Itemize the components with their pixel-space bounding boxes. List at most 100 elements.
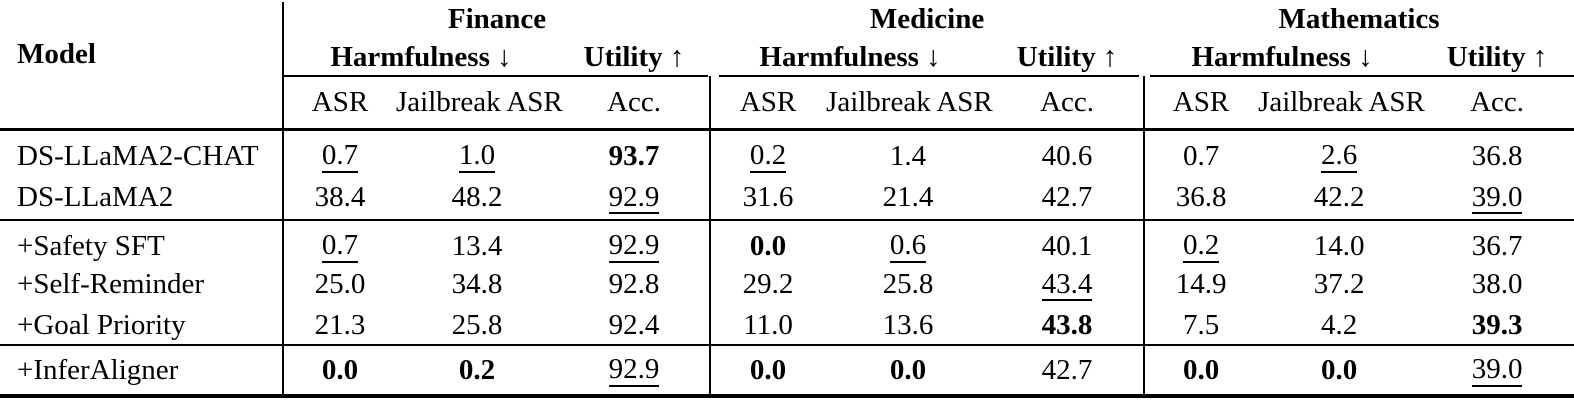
col-header-acc: Acc. — [1470, 86, 1525, 118]
harmfulness-header-mathematics: Harmfulness ↓ — [1144, 38, 1420, 76]
col-header-asr: ASR — [311, 86, 369, 118]
metric-cell: 92.4 — [558, 305, 710, 346]
metric-value: 25.8 — [451, 309, 503, 341]
metric-value: 0.2 — [749, 139, 787, 173]
metric-cell: 42.2 — [1258, 175, 1420, 220]
metric-value: 7.5 — [1182, 309, 1220, 341]
metric-value: 25.0 — [314, 268, 366, 300]
metric-cell: 0.0 — [826, 346, 990, 394]
metric-value: 92.8 — [608, 268, 660, 300]
metric-cell: 1.0 — [396, 129, 558, 175]
table-row: DS-LLaMA2 38.4 48.2 92.9 31.6 21.4 42.7 … — [0, 175, 1574, 220]
model-column-header: Model — [17, 37, 96, 70]
table-row: +Self-Reminder 25.0 34.8 92.8 29.2 25.8 … — [0, 264, 1574, 305]
col-header-asr: ASR — [739, 86, 797, 118]
metric-cell: 36.8 — [1144, 175, 1258, 220]
metric-cell: 29.2 — [710, 264, 826, 305]
metric-cell: 21.3 — [284, 305, 396, 346]
metric-cell: 40.6 — [990, 129, 1144, 175]
metric-cell: 92.8 — [558, 264, 710, 305]
metric-cell: 0.0 — [710, 220, 826, 264]
metric-value: 38.0 — [1471, 268, 1523, 300]
separator-model-column — [282, 2, 284, 394]
col-header-acc: Acc. — [607, 86, 661, 118]
metric-cell: 40.1 — [990, 220, 1144, 264]
metric-cell: 1.4 — [826, 129, 990, 175]
header-midrule-finance — [284, 75, 708, 77]
metric-cell: 13.4 — [396, 220, 558, 264]
metric-value: 48.2 — [451, 181, 503, 213]
col-header-acc: Acc. — [1040, 86, 1095, 118]
model-name: +Safety SFT — [17, 229, 165, 262]
metric-value: 39.0 — [1471, 353, 1523, 387]
metric-value: 21.4 — [882, 181, 934, 213]
metric-cell: 7.5 — [1144, 305, 1258, 346]
metric-cell: 2.6 — [1258, 129, 1420, 175]
metric-value: 0.7 — [321, 229, 359, 263]
utility-header-mathematics: Utility ↑ — [1420, 38, 1574, 76]
metric-value: 21.3 — [314, 309, 366, 341]
table-row: +Safety SFT 0.7 13.4 92.9 0.0 0.6 40.1 0… — [0, 220, 1574, 264]
col-header-asr: ASR — [1172, 86, 1230, 118]
metric-value: 42.7 — [1041, 353, 1093, 386]
separator-finance-medicine — [709, 76, 711, 394]
rule-below-subheader — [0, 128, 1574, 131]
metric-cell: 36.8 — [1420, 129, 1574, 175]
metric-cell: 0.0 — [1258, 346, 1420, 394]
metric-value: 43.8 — [1041, 309, 1093, 341]
metric-cell: 0.7 — [284, 129, 396, 175]
metric-cell: 43.4 — [990, 264, 1144, 305]
header-midrule-mathematics — [1150, 75, 1574, 77]
utility-header-medicine: Utility ↑ — [990, 38, 1144, 76]
metric-value: 2.6 — [1320, 139, 1358, 173]
metric-value: 0.7 — [321, 139, 359, 173]
metric-cell: 48.2 — [396, 175, 558, 220]
harmfulness-label: Harmfulness — [759, 40, 919, 73]
metric-cell: 36.7 — [1420, 220, 1574, 264]
col-header-jailbreak-asr: Jailbreak ASR — [1258, 86, 1425, 118]
subcolumn-header-row: ASR Jailbreak ASR Acc. ASR Jailbreak ASR… — [0, 76, 1574, 129]
metric-cell: 0.7 — [284, 220, 396, 264]
metric-cell: 31.6 — [710, 175, 826, 220]
down-arrow-icon: ↓ — [926, 40, 941, 73]
metric-value: 42.2 — [1313, 181, 1365, 213]
metric-value: 13.6 — [882, 309, 934, 341]
metric-value: 38.4 — [314, 181, 366, 213]
metric-value: 0.0 — [749, 353, 787, 386]
table-row: DS-LLaMA2-CHAT 0.7 1.0 93.7 0.2 1.4 40.6… — [0, 129, 1574, 175]
domain-header-medicine: Medicine — [869, 2, 985, 35]
metric-cell: 25.8 — [826, 264, 990, 305]
metric-value: 40.6 — [1041, 139, 1093, 172]
metric-value: 14.9 — [1175, 268, 1227, 300]
harmfulness-header-finance: Harmfulness ↓ — [284, 38, 558, 76]
metric-cell: 21.4 — [826, 175, 990, 220]
metric-value: 37.2 — [1313, 268, 1365, 300]
domain-header-mathematics: Mathematics — [1278, 2, 1440, 35]
metric-cell: 25.8 — [396, 305, 558, 346]
metric-cell: 0.0 — [710, 346, 826, 394]
table-row: +InferAligner 0.0 0.2 92.9 0.0 0.0 42.7 … — [0, 346, 1574, 394]
harmfulness-label: Harmfulness — [1191, 40, 1351, 73]
metric-value: 0.0 — [749, 229, 787, 262]
col-header-jailbreak-asr: Jailbreak ASR — [396, 86, 563, 118]
metric-value: 0.0 — [1320, 353, 1358, 386]
metric-cell: 0.7 — [1144, 129, 1258, 175]
up-arrow-icon: ↑ — [669, 40, 685, 73]
metric-value: 0.6 — [889, 229, 927, 263]
rule-after-baselines — [0, 344, 1574, 346]
metric-cell: 14.9 — [1144, 264, 1258, 305]
metric-cell: 39.3 — [1420, 305, 1574, 346]
metric-value: 0.2 — [1182, 229, 1220, 263]
metric-cell: 11.0 — [710, 305, 826, 346]
metric-value: 25.8 — [882, 268, 934, 300]
metric-cell: 14.0 — [1258, 220, 1420, 264]
metric-value: 13.4 — [451, 229, 503, 262]
rule-after-base-models — [0, 219, 1574, 221]
domain-header-row: Model Finance Medicine Mathematics — [0, 0, 1574, 70]
metric-value: 1.0 — [458, 139, 496, 173]
metric-cell: 39.0 — [1420, 175, 1574, 220]
col-header-jailbreak-asr: Jailbreak ASR — [826, 86, 993, 118]
metric-cell: 42.7 — [990, 346, 1144, 394]
